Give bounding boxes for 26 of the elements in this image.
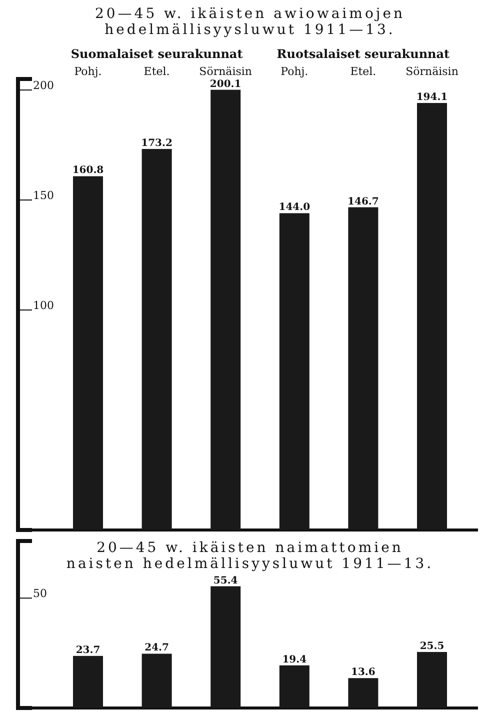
data-label: 146.7 xyxy=(348,196,379,208)
chart-title: 20—45 w. ikäisten awiowaimojen hedelmällisyysluwut 1911—13. xyxy=(94,6,406,38)
data-label: 200.1 xyxy=(210,78,242,90)
x-tick-label: Sörnäisin xyxy=(406,65,458,78)
data-label: 173.2 xyxy=(141,138,172,149)
data-label: 24.7 xyxy=(144,642,170,654)
data-label: 194.1 xyxy=(416,92,448,103)
y-tick-label: 50 xyxy=(33,587,47,600)
x-tick-label: Etel. xyxy=(350,65,376,78)
data-label: 25.5 xyxy=(420,640,444,652)
data-label: 144.0 xyxy=(278,202,310,214)
x-tick-label: Pohj. xyxy=(74,65,102,78)
y-tick-label: 200 xyxy=(33,78,54,92)
data-label: 55.4 xyxy=(213,575,238,586)
text: Ruotsalaiset seurakunnat xyxy=(276,47,450,61)
x-tick-label: Etel. xyxy=(144,65,170,78)
data-label: 23.7 xyxy=(76,644,100,656)
y-tick-label: 100 xyxy=(33,298,54,312)
text: 20—45 w. ikäisten naimattomien naisten hedelmällisyysluwut 1911—13. xyxy=(66,540,434,572)
data-label: 13.6 xyxy=(351,667,376,678)
x-tick-label: Pohj. xyxy=(280,65,308,78)
data-label: 19.4 xyxy=(282,654,307,666)
x-tick-label: Sörnäisin xyxy=(199,65,252,78)
y-tick-label: 150 xyxy=(33,188,54,202)
data-label: 160.8 xyxy=(72,165,104,176)
text: Suomalaiset seurakunnat xyxy=(70,47,244,61)
